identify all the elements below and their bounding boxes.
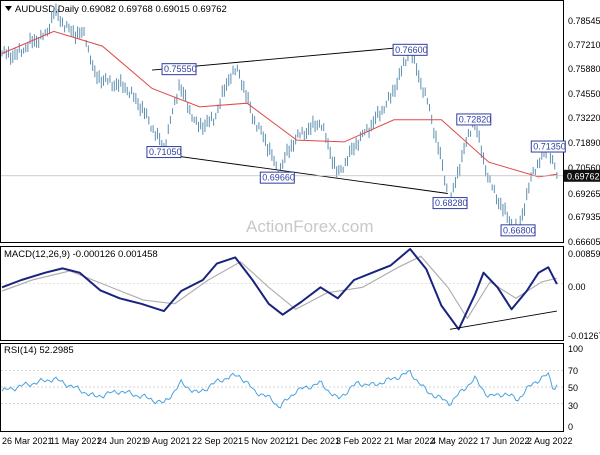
current-price-label: 0.69762: [567, 171, 600, 181]
price-label-text: 0.68280: [435, 198, 468, 208]
y-tick-label: 0.77210: [568, 40, 600, 50]
rsi-panel-frame: [0, 343, 564, 432]
rsi-line: [1, 369, 558, 409]
price-label-box: 0.76600: [392, 43, 428, 56]
price-label-box: 0.69660: [259, 171, 295, 184]
y-tick-label: 0.73220: [568, 113, 600, 123]
rsi-layer: [1, 369, 563, 409]
price-label-text: 0.76600: [395, 45, 428, 55]
lower-channel-trendline: [147, 151, 448, 194]
rsi-y-axis: 100 70 50 30 0: [568, 344, 583, 432]
macd-line: [1, 248, 558, 331]
main-y-axis: 0.78545 0.77210 0.75880 0.74550 0.73220 …: [568, 16, 600, 247]
x-tick-label: 5 Nov 2021: [244, 436, 290, 446]
y-tick-label: 0.69265: [568, 189, 600, 199]
macd-panel-frame: [0, 246, 564, 341]
y-tick-label: 30: [568, 401, 578, 411]
rsi-header-text: RSI(14) 52.2985: [4, 345, 74, 356]
price-label-text: 0.75550: [164, 64, 197, 74]
macd-header-text: MACD(12,26,9) -0.000126 0.001458: [4, 249, 158, 260]
macd-support-trendline: [449, 310, 557, 330]
y-tick-label: 70: [568, 366, 578, 376]
x-tick-label: 9 Aug 2021: [145, 436, 191, 446]
x-tick-label: 21 Dec 2021: [289, 436, 340, 446]
price-label-box: 0.75550: [161, 63, 197, 76]
macd-signal-line: [1, 255, 558, 320]
price-label-frame: [259, 171, 295, 184]
y-tick-label: 0: [568, 422, 573, 432]
y-tick-label: 0.67935: [568, 212, 600, 222]
x-tick-label: 2 Aug 2022: [527, 436, 573, 446]
y-tick-label: -0.01267: [568, 331, 600, 341]
watermark: ActionForex.com: [246, 217, 374, 236]
x-tick-label: 24 Jun 2021: [97, 436, 147, 446]
x-tick-label: 11 May 2021: [50, 436, 101, 446]
price-label-text: 0.66800: [503, 225, 536, 235]
price-label-box: 0.66800: [500, 224, 536, 237]
x-tick-label: 17 Jun 2022: [480, 436, 530, 446]
main-header: AUDUSD,Daily 0.69082 0.69768 0.69015 0.6…: [5, 4, 227, 15]
price-label-text: 0.69660: [262, 173, 295, 183]
price-label-frame: [161, 63, 197, 76]
price-label-box: 0.71350: [530, 140, 566, 153]
y-tick-label: 100: [568, 344, 583, 354]
y-tick-label: 0.71890: [568, 138, 600, 148]
x-tick-label: 3 Feb 2022: [336, 436, 382, 446]
y-tick-label: 0.78545: [568, 16, 600, 26]
moving-average-line: [1, 30, 557, 178]
price-label-frame: [456, 113, 492, 126]
price-label-text: 0.71050: [149, 147, 182, 157]
y-tick-label: 50: [568, 383, 578, 393]
price-layer: 0.75550 0.71050 0.69660 0.76600 0.72820 0.682…: [1, 3, 566, 237]
y-tick-label: 0.70560: [568, 163, 600, 173]
y-tick-label: 0.74550: [568, 89, 600, 99]
main-header-text: AUDUSD,Daily 0.69082 0.69768 0.69015 0.6…: [15, 4, 227, 15]
price-label-text: 0.72820: [459, 114, 492, 124]
x-axis: 26 Mar 2021 11 May 2021 24 Jun 2021 9 Au…: [2, 436, 573, 446]
y-tick-label: 0.66605: [568, 237, 600, 247]
price-label-frame: [530, 140, 566, 153]
price-label-box: 0.71050: [146, 146, 182, 159]
current-price-background: [564, 169, 600, 182]
price-label-frame: [392, 43, 428, 56]
y-tick-label: 0.75880: [568, 64, 600, 74]
y-tick-label: 0.008596: [568, 249, 600, 259]
price-label-frame: [146, 146, 182, 159]
macd-layer: [1, 248, 563, 331]
price-label-frame: [432, 197, 468, 210]
y-tick-label: 0.00: [568, 282, 586, 292]
x-tick-label: 22 Sep 2021: [192, 436, 243, 446]
price-label-text: 0.71350: [533, 142, 566, 152]
price-label-box: 0.72820: [456, 113, 492, 126]
price-label-frame: [500, 224, 536, 237]
main-panel-frame: [0, 0, 564, 243]
current-price-marker: 0.69762: [564, 169, 600, 182]
x-tick-label: 26 Mar 2021: [2, 436, 53, 446]
x-tick-label: 21 Mar 2022: [384, 436, 435, 446]
x-tick-label: 4 May 2022: [431, 436, 478, 446]
macd-y-axis: 0.008596 0.00 -0.01267: [568, 249, 600, 341]
collapse-triangle-icon: [5, 6, 12, 11]
price-label-box: 0.68280: [432, 197, 468, 210]
